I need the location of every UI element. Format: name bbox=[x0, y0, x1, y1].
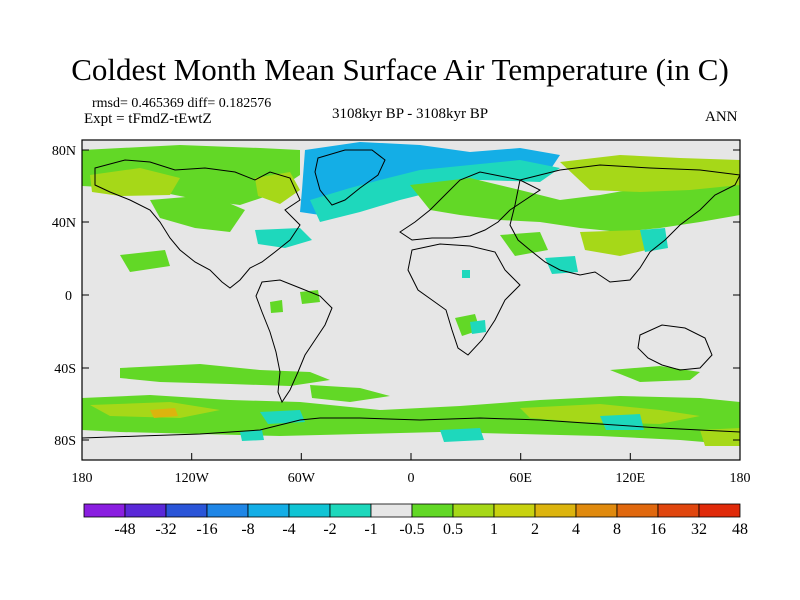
colorbar-label: 32 bbox=[691, 521, 707, 538]
colorbar-label: -1 bbox=[364, 521, 377, 538]
colorbar-swatch bbox=[247, 503, 290, 518]
field-siberia-yellow bbox=[560, 155, 740, 192]
colorbar-swatch bbox=[329, 503, 372, 518]
colorbar-label: -4 bbox=[282, 521, 295, 538]
stats-text: rmsd= 0.465369 diff= 0.182576 bbox=[92, 96, 272, 111]
field-indian-ocean-band bbox=[610, 366, 700, 382]
colorbar-label: 4 bbox=[572, 521, 580, 538]
lat-label-80s: 80S bbox=[54, 434, 76, 449]
coast-africa bbox=[407, 243, 521, 356]
lon-label-120e: 120E bbox=[616, 471, 646, 486]
colorbar-label: -32 bbox=[155, 521, 176, 538]
field-north-america-arctic bbox=[82, 145, 300, 205]
season-label: ANN bbox=[705, 109, 738, 125]
coast-south-america bbox=[255, 279, 333, 404]
colorbar-label: 2 bbox=[531, 521, 539, 538]
field-canada-west bbox=[150, 195, 245, 232]
colorbar-swatch bbox=[493, 503, 536, 518]
lon-label-0: 0 bbox=[408, 471, 415, 486]
colorbar-label: -2 bbox=[323, 521, 336, 538]
lat-label-40n: 40N bbox=[52, 216, 76, 231]
colorbar: -48 -32 -16 -8 -4 -2 -1 -0.5 0.5 1 2 4 8 16 32 48 bbox=[83, 503, 748, 538]
colorbar-swatch bbox=[83, 503, 126, 518]
colorbar-label: 48 bbox=[732, 521, 748, 538]
field-na-midlat bbox=[120, 250, 170, 272]
colorbar-swatch bbox=[124, 503, 167, 518]
field-antarctic-yellow bbox=[520, 404, 700, 424]
colorbar-swatch bbox=[657, 503, 700, 518]
field-us-east bbox=[255, 228, 312, 248]
lon-label-180w: 180 bbox=[72, 471, 93, 486]
lat-label-0: 0 bbox=[65, 289, 72, 304]
coast-asia bbox=[509, 164, 740, 283]
colorbar-swatch bbox=[370, 503, 413, 518]
lon-label-60w: 60W bbox=[288, 471, 316, 486]
experiment-label: Expt = tFmdZ-tEwtZ bbox=[84, 111, 212, 127]
coast-europe bbox=[399, 171, 541, 241]
field-india-cool bbox=[545, 256, 578, 274]
coastlines bbox=[82, 149, 740, 439]
field-alaska-yellow bbox=[90, 168, 180, 196]
coast-greenland bbox=[314, 149, 386, 206]
colorbar-swatch bbox=[206, 503, 249, 518]
colorbar-label: -16 bbox=[196, 521, 217, 538]
field-south-pacific-band bbox=[120, 364, 330, 386]
lon-label-60e: 60E bbox=[509, 471, 532, 486]
field-south-atlantic-band bbox=[310, 385, 390, 402]
lat-label-40s: 40S bbox=[54, 362, 76, 377]
field-antarctic-orange bbox=[150, 408, 178, 418]
lat-label-80n: 80N bbox=[52, 144, 76, 159]
field-antarctic-teal bbox=[260, 410, 305, 424]
colorbar-swatch bbox=[698, 503, 741, 518]
field-east-asia-cool bbox=[640, 228, 668, 252]
colorbar-swatch bbox=[411, 503, 454, 518]
field-hudson-yellow bbox=[255, 172, 300, 204]
colorbar-swatch bbox=[534, 503, 577, 518]
field-brazil-patch bbox=[270, 300, 283, 313]
colorbar-swatch bbox=[165, 503, 208, 518]
field-central-asia bbox=[580, 230, 655, 256]
field-antarctic-teal-3 bbox=[440, 428, 484, 442]
colorbar-label: 1 bbox=[490, 521, 498, 538]
colorbar-label: 0.5 bbox=[443, 521, 463, 538]
colorbar-label: 16 bbox=[650, 521, 666, 538]
lon-label-120w: 120W bbox=[175, 471, 210, 486]
lon-tick-marks bbox=[81, 453, 741, 460]
lon-label-180e: 180 bbox=[730, 471, 751, 486]
coast-antarctica bbox=[82, 417, 740, 439]
field-africa-teal bbox=[470, 320, 486, 334]
field-antarctic-yellow-2 bbox=[700, 428, 740, 446]
map-title: Coldest Month Mean Surface Air Temperatu… bbox=[71, 52, 729, 87]
field-middle-east bbox=[500, 232, 548, 256]
lat-tick-marks bbox=[82, 149, 740, 441]
colorbar-label: 8 bbox=[613, 521, 621, 538]
field-antarctic-teal-2 bbox=[600, 414, 644, 430]
field-sahel-teal bbox=[462, 270, 470, 278]
colorbar-swatch bbox=[452, 503, 495, 518]
period-label: 3108kyr BP - 3108kyr BP bbox=[331, 106, 489, 122]
colorbar-label: -8 bbox=[241, 521, 254, 538]
colorbar-label: -0.5 bbox=[399, 521, 424, 538]
colorbar-swatch bbox=[616, 503, 659, 518]
coast-north-america bbox=[94, 159, 301, 289]
colorbar-swatch bbox=[288, 503, 331, 518]
field-antarctic-teal-4 bbox=[240, 430, 264, 441]
colorbar-swatch bbox=[575, 503, 618, 518]
colorbar-label: -48 bbox=[114, 521, 135, 538]
coast-australia bbox=[637, 324, 713, 371]
